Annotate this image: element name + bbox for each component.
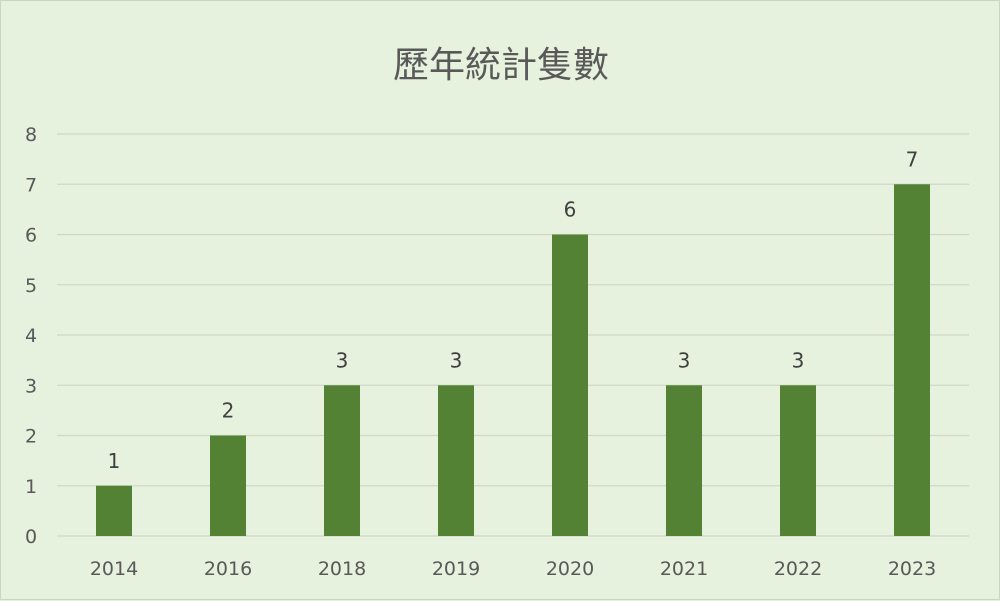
y-tick-label: 3 xyxy=(25,375,37,397)
y-tick-label: 4 xyxy=(25,325,37,347)
y-tick-label: 7 xyxy=(25,174,37,196)
data-label-2014: 1 xyxy=(108,449,121,473)
y-axis: 0 1 2 3 4 5 6 7 8 xyxy=(25,124,37,548)
x-tick-label: 2019 xyxy=(432,558,480,580)
chart-title: 歷年統計隻數 xyxy=(393,45,609,86)
x-tick-label: 2016 xyxy=(204,558,252,580)
data-label-2020: 6 xyxy=(564,198,577,222)
y-tick-label: 0 xyxy=(25,526,37,548)
y-tick-label: 8 xyxy=(25,124,37,146)
y-tick-label: 6 xyxy=(25,225,37,247)
bar-2023 xyxy=(894,184,930,536)
bar-2021 xyxy=(666,385,702,536)
bar-2019 xyxy=(438,385,474,536)
x-tick-label: 2021 xyxy=(660,558,708,580)
bar-2018 xyxy=(324,385,360,536)
data-label-2023: 7 xyxy=(906,147,919,171)
y-tick-label: 5 xyxy=(25,275,37,297)
data-label-2021: 3 xyxy=(678,348,691,372)
data-label-2016: 2 xyxy=(222,399,235,423)
bar-2022 xyxy=(780,385,816,536)
x-tick-label: 2020 xyxy=(546,558,594,580)
data-label-2018: 3 xyxy=(336,348,349,372)
y-tick-label: 2 xyxy=(25,426,37,448)
bars xyxy=(96,184,930,536)
x-tick-label: 2018 xyxy=(318,558,366,580)
y-tick-label: 1 xyxy=(25,476,37,498)
gridlines xyxy=(57,133,969,537)
bar-2014 xyxy=(96,485,132,536)
bar-2016 xyxy=(210,435,246,536)
x-tick-label: 2014 xyxy=(90,558,138,580)
data-label-2019: 3 xyxy=(450,348,463,372)
x-tick-label: 2023 xyxy=(888,558,936,580)
data-labels: 1 2 3 3 6 3 3 7 xyxy=(108,147,919,473)
x-tick-label: 2022 xyxy=(774,558,822,580)
data-label-2022: 3 xyxy=(792,348,805,372)
bar-2020 xyxy=(552,234,588,536)
x-axis: 2014 2016 2018 2019 2020 2021 2022 2023 xyxy=(90,558,936,580)
